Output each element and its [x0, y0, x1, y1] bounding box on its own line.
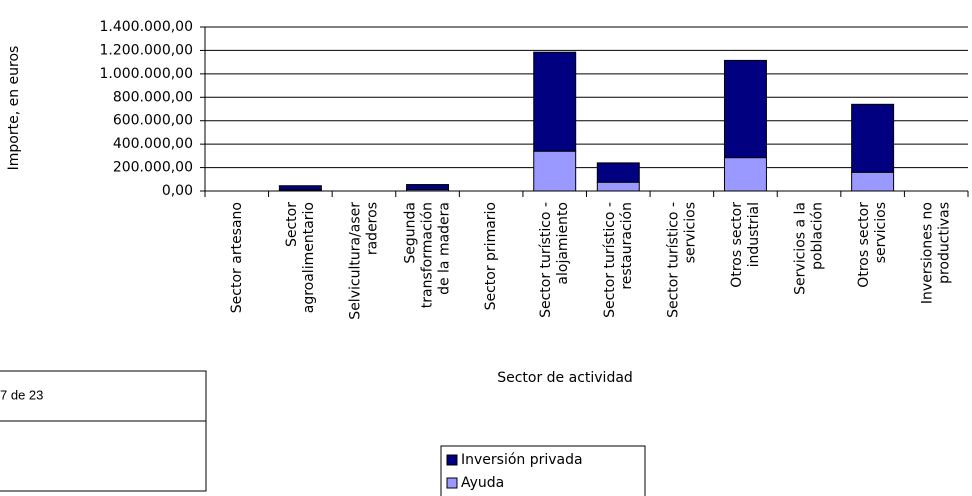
page-number: 7 de 23	[0, 387, 43, 402]
y-tick-label: 400.000,00	[113, 136, 193, 152]
bar-segment	[406, 184, 450, 191]
x-tick-label: Inversiones noproductivas	[920, 202, 953, 304]
y-tick-label: 1.000.000,00	[99, 66, 193, 82]
x-tick-label: Sector turístico -restauración	[602, 202, 635, 318]
x-tick-label: Selvicultura/aserraderos	[347, 202, 380, 320]
x-tick-label: Otros sectorservicios	[856, 202, 889, 288]
bar-segment	[596, 181, 640, 192]
legend-swatch	[446, 477, 458, 489]
bar-segment	[533, 51, 577, 152]
bar-segment	[723, 59, 767, 159]
x-tick-label: Sectoragroalimentario	[284, 202, 317, 313]
y-tick-label: 600.000,00	[113, 113, 193, 129]
y-tick-label: 200.000,00	[113, 160, 193, 176]
x-tick-label: Sector turístico -servicios	[665, 202, 698, 318]
x-tick-label: Sector artesano	[229, 202, 245, 313]
legend-label: Inversión privada	[461, 452, 583, 468]
y-axis-label: Importe, en euros	[6, 46, 22, 171]
x-tick-label: Otros sectorindustrial	[729, 202, 762, 288]
y-tick-label: 1.200.000,00	[99, 42, 193, 58]
x-tick-label: Sector primario	[483, 202, 499, 310]
x-tick-label: Segundatransformaciónde la madera	[403, 202, 453, 308]
footer-box	[0, 370, 207, 492]
bar-segment	[596, 162, 640, 183]
legend-swatch	[446, 454, 458, 466]
bar-segment	[278, 185, 322, 191]
legend-label: Ayuda	[461, 475, 504, 491]
bar-segment	[851, 171, 895, 192]
bar-segment	[533, 150, 577, 192]
x-tick-label: Sector turístico -alojamiento	[538, 202, 571, 318]
bar-segment	[723, 157, 767, 192]
legend-box	[440, 445, 646, 496]
y-tick-label: 1.400.000,00	[99, 19, 193, 35]
bar-segment	[851, 103, 895, 173]
x-tick-label: Servicios a lapoblación	[793, 202, 826, 295]
y-tick-label: 0,00	[162, 183, 193, 199]
y-tick-label: 800.000,00	[113, 89, 193, 105]
x-axis-label: Sector de actividad	[497, 370, 633, 386]
